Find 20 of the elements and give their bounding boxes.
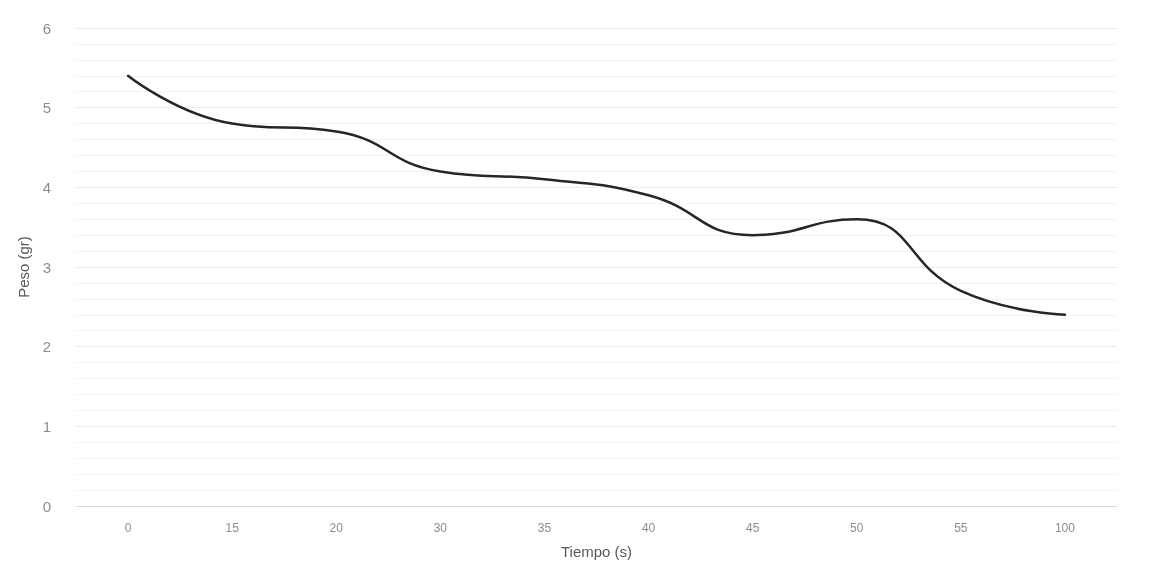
x-tick-label: 0 [124, 521, 132, 535]
y-tick-label: 2 [42, 338, 51, 356]
line-series [126, 74, 1067, 317]
x-tick-label: 40 [641, 521, 656, 535]
x-tick-label: 30 [433, 521, 448, 535]
y-tick-label: 3 [42, 258, 51, 276]
y-tick-label: 6 [42, 19, 51, 37]
y-tick-label: 4 [42, 178, 51, 196]
x-axis-title: Tiempo (s) [560, 543, 633, 560]
x-tick-label: 35 [537, 521, 552, 535]
x-tick-label: 50 [850, 521, 864, 535]
x-tick-label: 55 [954, 521, 968, 535]
y-tick-label: 1 [42, 417, 51, 435]
y-tick-label: 5 [42, 99, 51, 117]
y-tick-label: 0 [42, 497, 51, 515]
x-tick-label: 20 [329, 521, 344, 535]
x-tick-label: 15 [225, 521, 240, 535]
y-axis-title: Peso (gr) [15, 236, 32, 298]
x-tick-label: 100 [1054, 521, 1076, 535]
x-tick-label: 45 [745, 521, 760, 535]
